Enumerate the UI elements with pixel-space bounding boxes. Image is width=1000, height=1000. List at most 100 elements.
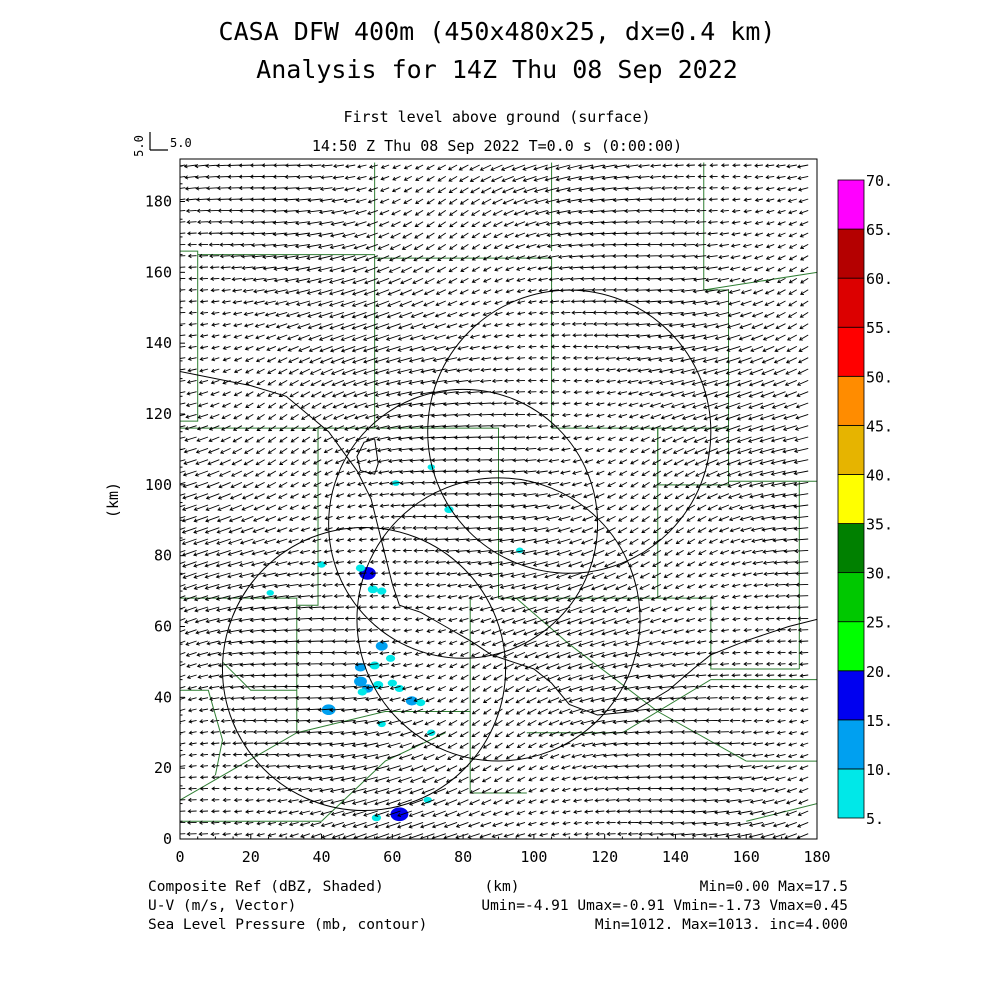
colorbar-segment-3 [837,621,865,672]
y-axis-label: (km) [104,482,122,518]
y-tick-label-2: 40 [154,688,172,706]
x-tick-label-6: 120 [591,848,618,866]
vector-key-horizontal-label: 5.0 [170,136,192,150]
reflectivity-cell-2 [367,585,378,594]
x-tick-label-3: 60 [383,848,401,866]
x-tick-label-8: 160 [733,848,760,866]
colorbar-label-8: 45. [866,417,893,435]
reflectivity-cell-12 [387,679,397,687]
county-line-17 [180,689,223,776]
footer-left-3: Sea Level Pressure (mb, contour) [148,917,427,933]
reflectivity-cell-16 [321,704,336,716]
reflectivity-cell-7 [354,662,367,672]
x-tick-label-7: 140 [662,848,689,866]
pressure-contour-0 [180,371,817,716]
reflectivity-colorbar: 5. 10. 15. 20. 25. 30. 35. 40. 45. 50. 55. 60. 65. 70… [837,172,893,828]
reflectivity-cell-20 [371,814,382,822]
y-tick-label-5: 100 [145,476,172,494]
reflectivity-cell-8 [354,676,367,687]
footer-left-2: U-V (m/s, Vector) [148,898,296,914]
wind-vectors [180,163,809,839]
title-line-2: Analysis for 14Z Thu 08 Sep 2022 [256,55,738,84]
reflectivity-cell-1 [355,564,366,572]
reflectivity-cell-4 [375,641,388,651]
colorbar-label-4: 25. [866,614,893,632]
colorbar-label-12: 65. [866,221,893,239]
reflectivity-cell-15 [416,699,426,707]
pressure-contours [180,371,817,716]
county-line-0 [180,250,199,422]
reflectivity-cell-25 [427,464,435,470]
y-tick-label-3: 60 [154,618,172,636]
colorbar-segment-5 [837,523,865,574]
colorbar-label-9: 50. [866,368,893,386]
footer-right-1: Min=0.00 Max=17.5 [700,879,848,895]
x-tick-label-1: 20 [242,848,260,866]
range-ring-3 [356,477,641,762]
title-line-1: CASA DFW 400m (450x480x25, dx=0.4 km) [219,17,776,46]
reflectivity-cell-3 [377,587,387,595]
y-tick-label-1: 20 [154,759,172,777]
wind-vector-field [180,163,809,839]
colorbar-label-13: 70. [866,172,893,190]
y-tick-label-7: 140 [145,334,172,352]
colorbar-label-1: 10. [866,761,893,779]
footer-right-2: Umin=-4.91 Umax=-0.91 Vmin=-1.73 Vmax=0.… [481,898,848,914]
y-tick-label-8: 160 [145,263,172,281]
x-tick-label-2: 40 [313,848,331,866]
colorbar-label-11: 60. [866,270,893,288]
reflectivity-cell-5 [385,654,396,662]
colorbar-label-0: 5. [866,810,884,828]
x-tick-label-0: 0 [175,848,184,866]
axes: 0 20 40 60 80 100 120 140 160 180 0 20 40 60 80 100 120 1… [145,165,831,866]
vector-key: 5.0 5.0 [132,132,192,157]
x-tick-label-9: 180 [803,848,830,866]
x-tick-label-4: 80 [454,848,472,866]
pressure-contour-1 [356,438,379,475]
colorbar-segment-6 [837,474,865,524]
colorbar-label-6: 35. [866,516,893,534]
colorbar-label-3: 20. [866,663,893,681]
county-line-6 [703,271,817,291]
colorbar-segment-0 [837,768,865,819]
valid-time-label: 14:50 Z Thu 08 Sep 2022 T=0.0 s (0:00:00… [312,137,682,155]
colorbar-segment-9 [837,326,865,377]
county-line-13 [180,605,298,801]
reflectivity-cell-14 [405,696,418,706]
footer-right-3: Min=1012. Max=1013. inc=4.000 [595,917,848,933]
reflectivity-cells [266,464,524,822]
reflectivity-cell-24 [444,506,454,514]
reflectivity-cell-11 [357,688,367,696]
colorbar-segment-4 [837,572,865,623]
colorbar-segment-1 [837,719,865,770]
reflectivity-cell-6 [369,661,380,670]
colorbar-label-10: 55. [866,319,893,337]
county-line-19 [526,679,817,734]
colorbar-segment-10 [837,277,865,328]
footer-left-1: Composite Ref (dBZ, Shaded) [148,879,384,895]
footer-info: Composite Ref (dBZ, Shaded) U-V (m/s, Ve… [148,879,848,933]
map-plot-area [180,162,817,839]
colorbar-segment-12 [837,179,865,230]
colorbar-segment-7 [837,424,865,475]
county-line-18 [222,661,297,691]
y-tick-label-6: 120 [145,405,172,423]
reflectivity-cell-23 [266,590,274,596]
level-label: First level above ground (surface) [343,108,650,126]
colorbar-label-7: 40. [866,466,893,484]
y-tick-label-9: 180 [145,193,172,211]
range-ring-1 [328,388,599,659]
y-tick-label-0: 0 [163,830,172,848]
county-line-11 [657,597,800,670]
x-tick-label-5: 100 [520,848,547,866]
colorbar-label-2: 15. [866,712,893,730]
colorbar-segment-2 [837,670,865,721]
y-tick-label-4: 80 [154,547,172,565]
colorbar-segment-8 [837,375,865,426]
x-axis-label: (km) [485,879,520,895]
vector-key-vertical-label: 5.0 [132,135,146,157]
colorbar-segment-11 [837,228,865,279]
colorbar-label-5: 30. [866,565,893,583]
